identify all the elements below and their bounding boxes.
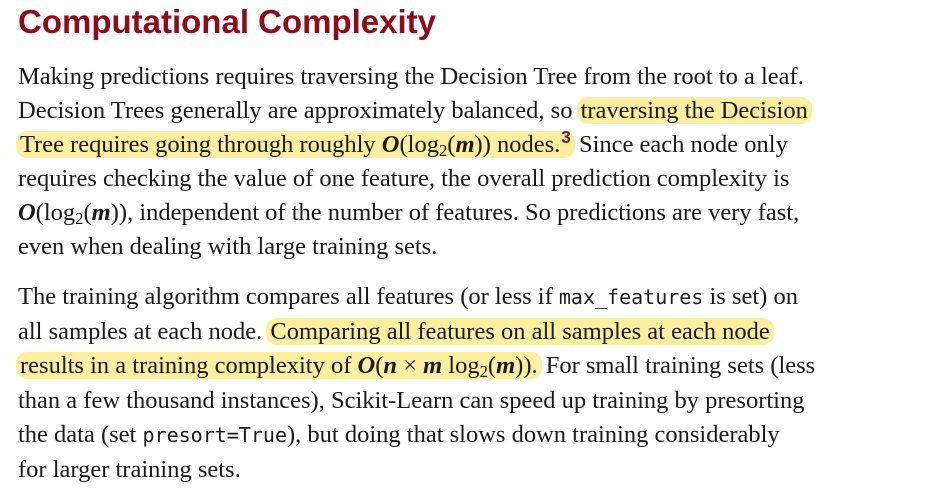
math-symbol: m	[91, 199, 111, 226]
math-subscript: 2	[75, 209, 84, 229]
text-line: requires checking the value of one featu…	[18, 162, 918, 196]
text-line: The training algorithm compares all feat…	[18, 280, 918, 315]
math-symbol: O	[357, 352, 376, 379]
text-run: Decision Trees generally are approximate…	[18, 97, 579, 124]
math-symbol: n	[383, 352, 398, 379]
math-subscript: 2	[479, 362, 488, 382]
text-run: than a few thousand instances), Scikit-L…	[18, 386, 805, 414]
text-line: even when dealing with large training se…	[18, 230, 918, 264]
highlight: traversing the Decision	[576, 97, 812, 124]
highlight: results in a training complexity of O(n …	[16, 352, 542, 382]
math-symbol: m	[496, 352, 516, 379]
math-text: (	[83, 199, 92, 226]
paragraph-training-complexity: The training algorithm compares all feat…	[16, 280, 918, 488]
text-run: The training algorithm compares all feat…	[18, 283, 559, 310]
text-run: ), but doing that slows down training co…	[287, 421, 780, 448]
math-text: ))	[474, 131, 491, 158]
text-line: the data (set presort=True), but doing t…	[18, 418, 918, 453]
footnote-link[interactable]: 3	[561, 126, 571, 147]
text-run: is set) on	[703, 283, 798, 310]
math-text: log	[442, 352, 480, 379]
text-line: Tree requires going through roughly O(lo…	[16, 128, 918, 162]
text-line: Making predictions requires traversing t…	[18, 60, 918, 94]
math-text: (	[487, 352, 497, 379]
text-run: Since each node only	[572, 131, 788, 158]
math-symbol: O	[381, 131, 400, 158]
text-run: even when dealing with large training se…	[18, 233, 438, 260]
math-text: (log	[35, 199, 76, 226]
math-subscript: 2	[438, 141, 448, 161]
math-text: ))	[515, 352, 532, 379]
paragraph-prediction-complexity: Making predictions requires traversing t…	[16, 60, 918, 264]
text-run: all samples at each node.	[18, 317, 269, 345]
inline-code: presort=True	[142, 423, 288, 447]
math-text: ))	[110, 199, 128, 226]
text-run: for larger training sets.	[18, 455, 241, 483]
inline-code: max_features	[558, 285, 704, 309]
text-line: for larger training sets.	[18, 453, 918, 488]
text-run: .	[531, 352, 538, 379]
text-run: requires checking the value of one featu…	[18, 165, 790, 192]
big-o-formula: O(log2(m))	[381, 131, 491, 161]
text-line: results in a training complexity of O(n …	[16, 349, 918, 384]
highlight: Tree requires going through roughly O(lo…	[16, 128, 575, 161]
text-run: Making predictions requires traversing t…	[18, 63, 804, 90]
text-line: all samples at each node. Comparing all …	[18, 315, 918, 350]
text-line: Decision Trees generally are approximate…	[18, 94, 918, 128]
math-text: (log	[399, 131, 439, 158]
math-text: ×	[397, 352, 424, 379]
highlight: Comparing all features on all samples at…	[266, 317, 774, 345]
section-heading: Computational Complexity	[18, 3, 437, 40]
math-symbol: m	[423, 352, 443, 379]
text-run: For small training sets (less	[539, 352, 816, 379]
text-run: nodes.	[490, 131, 561, 158]
text-run: the data (set	[18, 421, 143, 448]
big-o-formula: O(log2(m))	[18, 199, 128, 229]
math-symbol: O	[18, 199, 36, 226]
text-run: , independent of the number of features.…	[127, 199, 800, 226]
text-line: than a few thousand instances), Scikit-L…	[18, 384, 918, 419]
text-line: O(log2(m)), independent of the number of…	[18, 196, 918, 230]
math-symbol: m	[455, 131, 475, 158]
math-text: (	[375, 352, 384, 379]
math-text: (	[447, 131, 456, 158]
big-o-formula: O(n × m log2(m))	[357, 352, 532, 382]
text-run: Tree requires going through roughly	[20, 131, 382, 158]
text-run: results in a training complexity of	[20, 352, 358, 379]
